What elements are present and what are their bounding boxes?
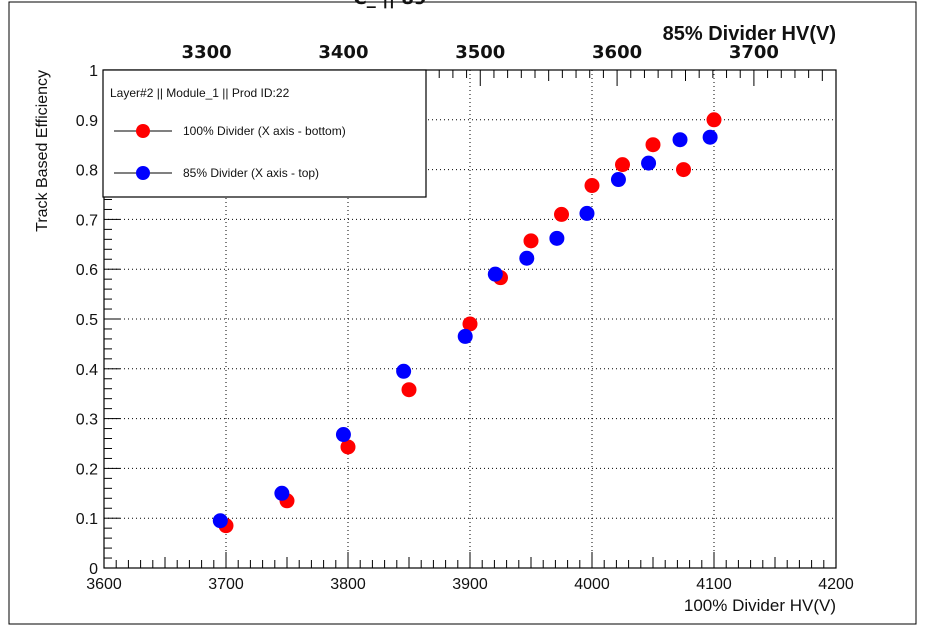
legend-label-red: 100% Divider (X axis - bottom) (183, 124, 346, 138)
data-point-85pct-divider (549, 230, 565, 246)
data-point-100pct-divider (523, 233, 539, 249)
data-point-100pct-divider (615, 157, 630, 173)
y-tick-label: 0 (89, 561, 98, 578)
legend-label-blue: 85% Divider (X axis - top) (183, 166, 319, 180)
chart-title-fragment: C_ || 89 (354, 0, 427, 9)
legend: Layer#2 || Module_1 || Prod ID:22 100% D… (102, 69, 427, 198)
data-point-100pct-divider (554, 206, 569, 222)
y-tick-label: 0.9 (76, 113, 98, 130)
data-point-100pct-divider (645, 137, 661, 153)
data-point-85pct-divider (641, 155, 657, 171)
legend-box (102, 69, 427, 198)
y-tick-label: 0.4 (76, 362, 98, 379)
x-bottom-tick-label: 3800 (330, 576, 366, 593)
x-bottom-tick-label: 3700 (208, 576, 244, 593)
y-tick-label: 1 (89, 63, 98, 80)
data-point-100pct-divider (676, 162, 691, 178)
legend-marker-red (136, 124, 150, 138)
data-point-100pct-divider (706, 112, 722, 128)
y-tick-label: 0.6 (76, 262, 98, 279)
x-top-tick-label: 3400 (318, 42, 368, 63)
data-point-100pct-divider (401, 382, 417, 398)
data-point-85pct-divider (335, 427, 351, 443)
x-bottom-tick-label: 3600 (86, 576, 122, 593)
data-point-85pct-divider (457, 328, 473, 344)
x-top-tick-label: 3600 (592, 42, 642, 63)
legend-marker-blue (136, 166, 150, 180)
x-axis-title-bottom: 100% Divider HV(V) (684, 596, 836, 615)
data-point-85pct-divider (610, 172, 626, 188)
data-point-85pct-divider (702, 129, 718, 145)
x-top-tick-label: 3700 (729, 42, 779, 63)
x-axis-title-top: 85% Divider HV(V) (663, 23, 836, 45)
y-tick-label: 0.2 (76, 461, 98, 478)
x-bottom-tick-label: 4100 (696, 576, 732, 593)
data-point-85pct-divider (212, 513, 228, 529)
data-point-85pct-divider (274, 485, 290, 501)
data-point-85pct-divider (672, 132, 688, 148)
x-bottom-tick-label: 4200 (818, 576, 854, 593)
data-point-100pct-divider (340, 439, 356, 455)
tick-labels: 0 0.1 0.2 0.3 0.4 0.5 0.6 0.7 0.8 0.9 1 3600 3700 380… (76, 42, 854, 593)
x-top-tick-label: 3500 (455, 42, 505, 63)
x-bottom-tick-label: 4000 (574, 576, 610, 593)
y-tick-label: 0.1 (76, 511, 98, 528)
data-point-85pct-divider (487, 266, 503, 282)
y-tick-label: 0.5 (76, 312, 98, 329)
y-axis-title: Track Based Efficiency (34, 70, 51, 232)
y-tick-label: 0.3 (76, 412, 98, 429)
data-point-100pct-divider (462, 316, 478, 332)
legend-title: Layer#2 || Module_1 || Prod ID:22 (110, 86, 290, 100)
data-point-100pct-divider (584, 178, 600, 194)
data-point-85pct-divider (579, 205, 595, 221)
y-tick-label: 0.8 (76, 163, 98, 180)
x-bottom-tick-label: 3900 (452, 576, 488, 593)
data-point-85pct-divider (519, 250, 535, 266)
y-tick-label: 0.7 (76, 212, 98, 229)
data-points (212, 112, 722, 534)
data-point-85pct-divider (396, 363, 412, 379)
x-top-tick-label: 3300 (182, 42, 232, 63)
